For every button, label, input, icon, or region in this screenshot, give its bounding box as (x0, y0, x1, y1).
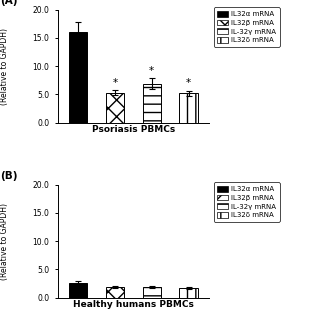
Legend: IL32α mRNA, IL32β mRNA, IL-32γ mRNA, IL32δ mRNA: IL32α mRNA, IL32β mRNA, IL-32γ mRNA, IL3… (214, 182, 280, 222)
Legend: IL32α mRNA, IL32β mRNA, IL-32γ mRNA, IL32δ mRNA: IL32α mRNA, IL32β mRNA, IL-32γ mRNA, IL3… (214, 7, 280, 47)
Text: (A): (A) (0, 0, 18, 6)
Y-axis label: IL-32 subtypes
(Relative to GAPDH): IL-32 subtypes (Relative to GAPDH) (0, 28, 9, 105)
Bar (180, 288, 198, 298)
Text: *: * (149, 66, 154, 76)
Bar (106, 287, 124, 298)
Bar (106, 92, 124, 123)
Bar (69, 283, 87, 298)
Text: *: * (186, 78, 191, 88)
Bar (69, 32, 87, 123)
Text: *: * (112, 78, 117, 88)
Bar (180, 93, 198, 123)
Bar (142, 287, 161, 298)
X-axis label: Psoriasis PBMCs: Psoriasis PBMCs (92, 125, 175, 134)
Text: (B): (B) (0, 171, 18, 181)
Bar (142, 84, 161, 123)
X-axis label: Healthy humans PBMCs: Healthy humans PBMCs (73, 300, 194, 309)
Y-axis label: IL-32 subtypes
(Relative to GAPDH): IL-32 subtypes (Relative to GAPDH) (0, 203, 9, 280)
